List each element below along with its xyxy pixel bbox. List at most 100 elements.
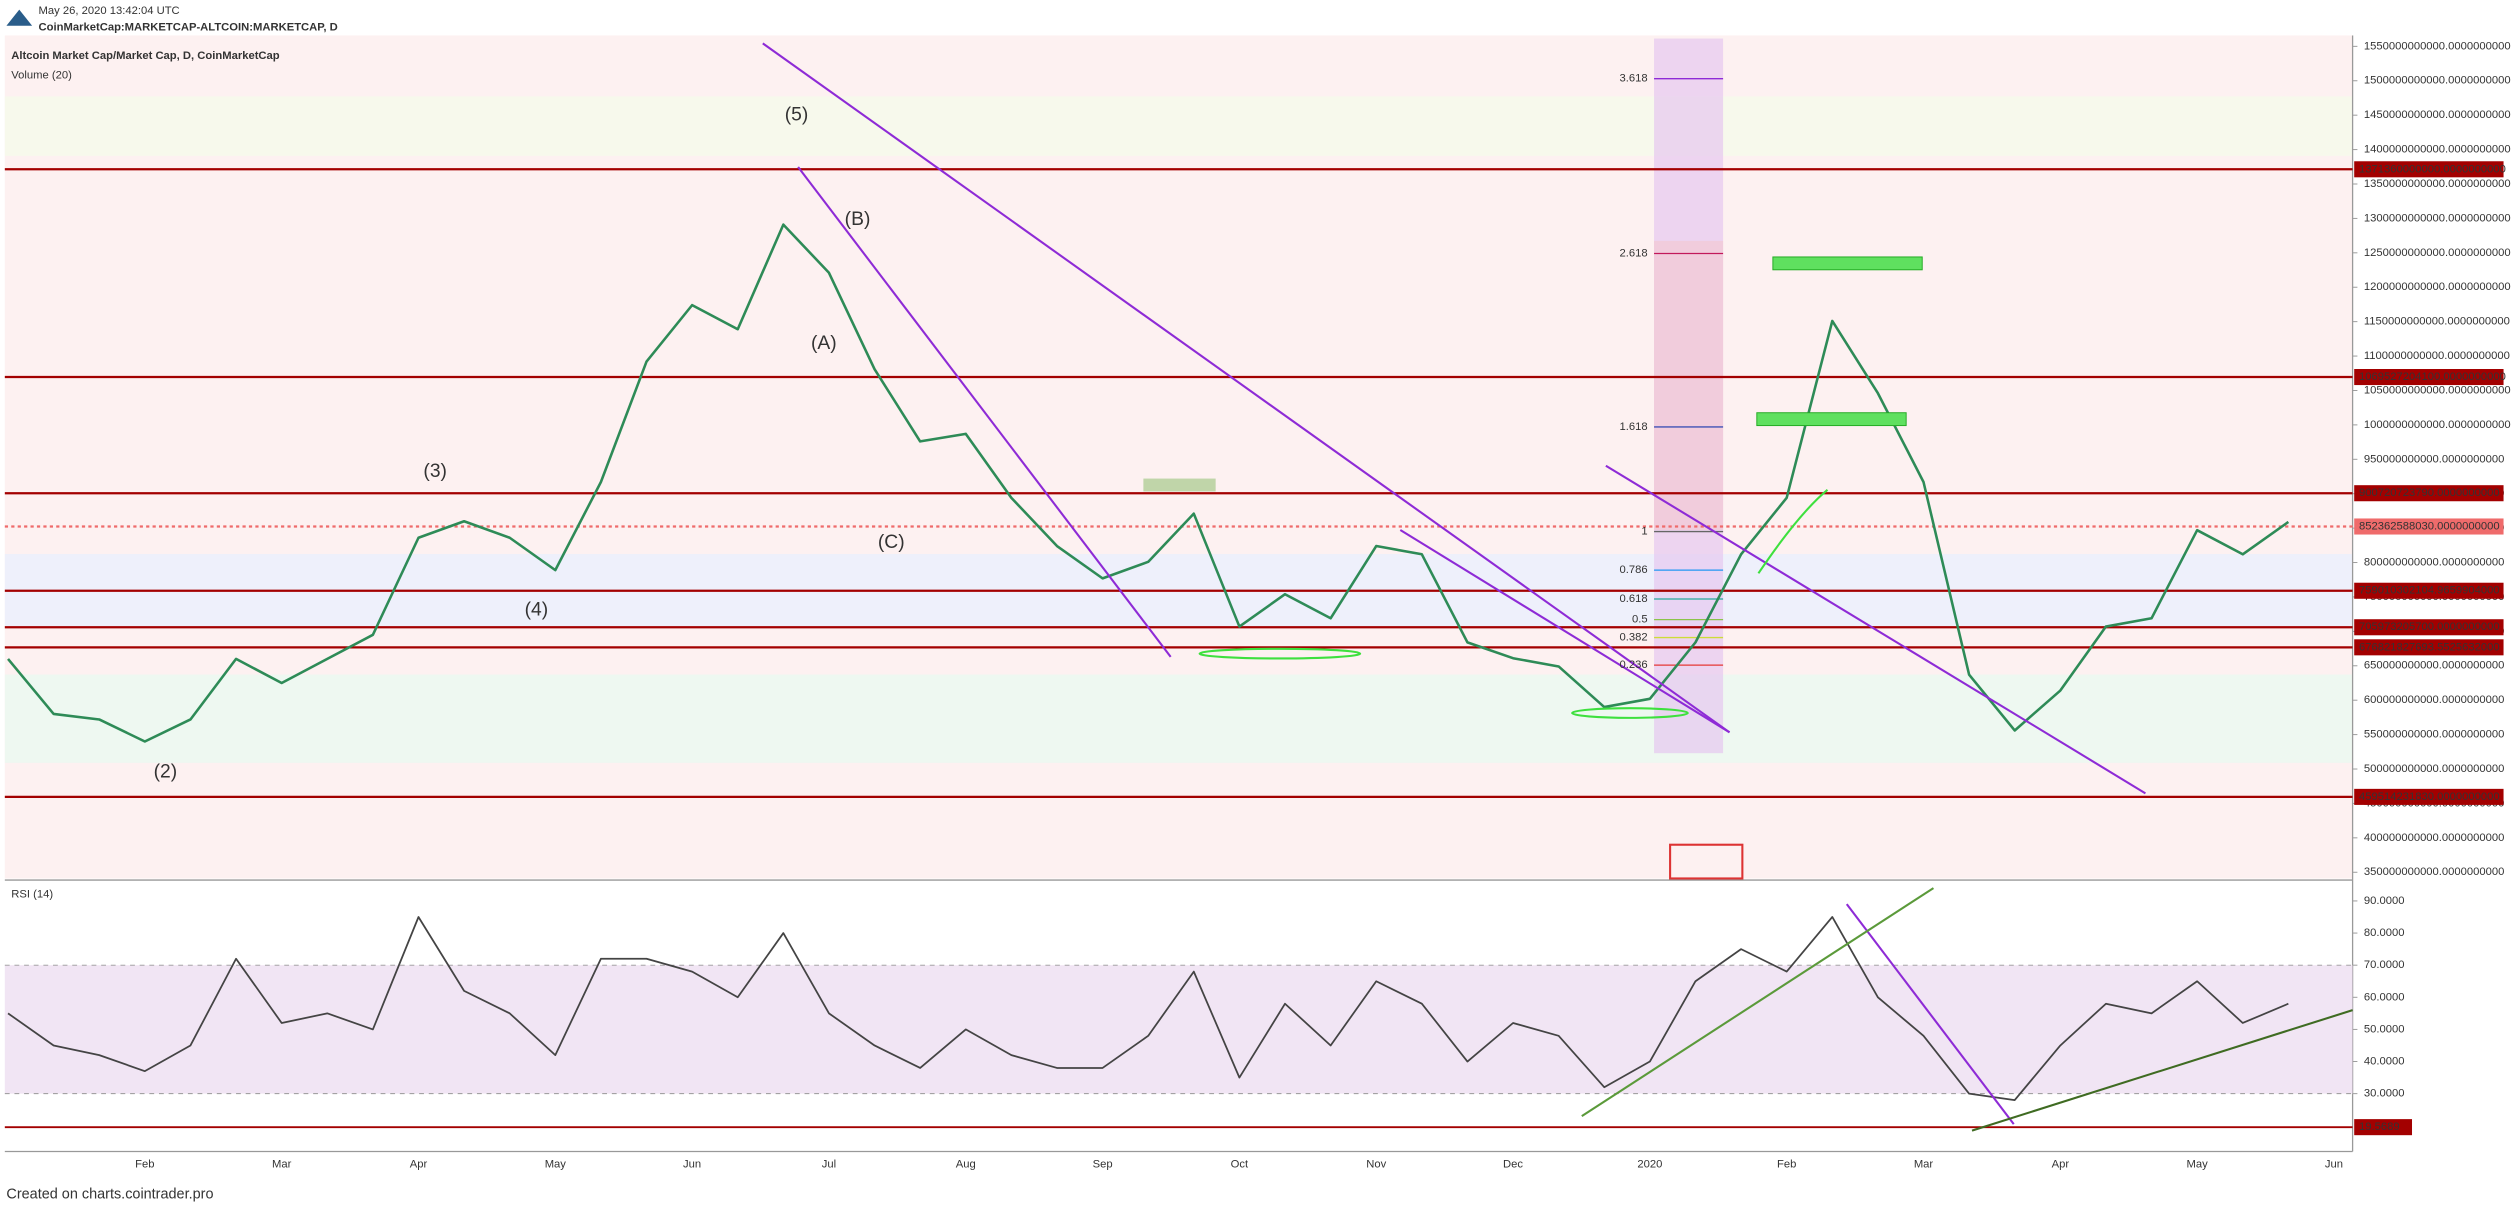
x-tick-label: Mar (1914, 1158, 1934, 1170)
labels: 350000000000.0000000000 400000000000.0000… (135, 40, 2510, 1170)
level-label: 900720723790.0000000000 (2359, 487, 2500, 499)
level-label: 759010302104.9659904000 (2359, 585, 2500, 597)
trendline (1605, 464, 2146, 795)
x-tick-label: Apr (410, 1158, 428, 1170)
y-tick-label: 1200000000000.0000000000 (2364, 281, 2511, 293)
level-label: 1371360000000.0000000000 (2359, 163, 2506, 175)
y-tick-label: 1300000000000.0000000000 (2364, 212, 2511, 224)
level-label: 1069527204100.0000000000 (2359, 371, 2506, 383)
level-label-box (2354, 369, 2504, 386)
x-tick-label: Oct (1231, 1158, 1249, 1170)
symbol: CoinMarketCap:MARKETCAP-ALTCOIN:MARKETCA… (39, 21, 338, 33)
fib-label: 3.618 (1619, 73, 1647, 85)
drawings (762, 42, 2353, 1132)
level-label-box (2354, 518, 2504, 535)
pane-title: Altcoin Market Cap/Market Cap, D, CoinMa… (11, 50, 280, 62)
y-tick-label: 1250000000000.0000000000 (2364, 247, 2511, 259)
x-tick-label: Dec (1503, 1158, 1523, 1170)
x-tick-label: Jun (683, 1158, 701, 1170)
y-tick-label: 500000000000.0000000000 (2364, 763, 2505, 775)
y-tick-label: 80.0000 (2364, 927, 2405, 939)
level-label-box (2354, 161, 2504, 178)
wave-label: (5) (785, 105, 809, 126)
y-tick-label: 1350000000000.0000000000 (2364, 178, 2511, 190)
y-tick-label: 30.0000 (2364, 1088, 2405, 1100)
x-tick-label: 2020 (1637, 1158, 1662, 1170)
volume-label: Volume (20) (11, 69, 72, 81)
wave-label: (B) (845, 209, 871, 230)
y-tick-label: 1050000000000.0000000000 (2364, 384, 2511, 396)
x-tick-label: Feb (1777, 1158, 1796, 1170)
y-tick-label: 1000000000000.0000000000 (2364, 419, 2511, 431)
trendline (762, 42, 1731, 734)
wave-label: (C) (878, 532, 905, 553)
y-tick-label: 1100000000000.0000000000 (2364, 350, 2510, 362)
x-tick-label: Jul (822, 1158, 836, 1170)
y-tick-label: 1400000000000.0000000000 (2364, 144, 2511, 156)
level-label: 676821827693.5525632000 (2359, 641, 2500, 653)
level-label-box (2354, 639, 2504, 656)
level-label-box (2354, 485, 2504, 502)
header-bar (0, 0, 2518, 36)
y-tick-label: 1450000000000.0000000000 (2364, 109, 2511, 121)
x-tick-label: Aug (956, 1158, 976, 1170)
level-label: 19.5689 (2359, 1121, 2400, 1133)
x-tick-label: May (2187, 1158, 2209, 1170)
x-tick-label: Sep (1093, 1158, 1113, 1170)
y-tick-label: 60.0000 (2364, 991, 2405, 1003)
wave-label: (A) (811, 333, 837, 354)
logo (6, 9, 33, 26)
x-tick-label: Feb (135, 1158, 154, 1170)
y-tick-label: 1150000000000.0000000000 (2364, 316, 2510, 328)
rsi-trendline (1581, 887, 1935, 1118)
wave-label: (4) (525, 599, 549, 620)
y-tick-label: 950000000000.0000000000 (2364, 453, 2505, 465)
timestamp: May 26, 2020 13:42:04 UTC (39, 5, 180, 17)
time-highlight (1654, 240, 1724, 530)
y-tick-label: 600000000000.0000000000 (2364, 694, 2505, 706)
y-tick-label: 350000000000.0000000000 (2364, 866, 2505, 878)
wave-label: (2) (154, 762, 178, 783)
fib-label: 0.786 (1619, 564, 1647, 576)
box (1669, 843, 1744, 880)
fib-label: 1.618 (1619, 421, 1647, 433)
level-label: 705973205700.0000000000 (2359, 621, 2500, 633)
x-tick-label: Nov (1366, 1158, 1386, 1170)
level-label: 852362588030.0000000000 (2359, 520, 2500, 532)
rsi-title: RSI (14) (11, 888, 53, 900)
level-label-box (2354, 1119, 2413, 1136)
x-tick-label: Mar (272, 1158, 292, 1170)
trendline (1399, 529, 1731, 734)
y-tick-label: 70.0000 (2364, 959, 2405, 971)
rsi-band (4, 965, 2353, 1094)
wave-label: (3) (423, 461, 447, 482)
zone (1756, 412, 1907, 427)
level-label-box (2354, 582, 2504, 599)
zone (1772, 256, 1923, 271)
support-ellipse (1198, 647, 1362, 660)
fib-label: 1 (1641, 526, 1647, 538)
y-tick-label: 400000000000.0000000000 (2364, 832, 2505, 844)
level-label: 459514231830.0000000000 (2359, 791, 2500, 803)
marks (4, 45, 2358, 1129)
rsi-trendline (1971, 1009, 2353, 1132)
y-tick-label: 550000000000.0000000000 (2364, 729, 2505, 741)
fib-label: 0.5 (1632, 614, 1648, 626)
band (4, 674, 2353, 763)
footer: Created on charts.cointrader.pro (6, 1187, 213, 1203)
arrow-curve (1757, 489, 1829, 574)
y-tick-label: 800000000000.0000000000 (2364, 557, 2505, 569)
band (4, 96, 2353, 156)
series-line (7, 916, 2289, 1101)
x-tick-label: May (545, 1158, 567, 1170)
y-tick-label: 90.0000 (2364, 895, 2405, 907)
x-tick-label: Apr (2052, 1158, 2070, 1170)
level-label-box (2354, 619, 2504, 636)
trendline (797, 166, 1172, 658)
rsi-trendline (1845, 903, 2015, 1125)
support-ellipse (1571, 707, 1689, 719)
y-tick-label: 40.0000 (2364, 1055, 2405, 1067)
y-tick-label: 650000000000.0000000000 (2364, 660, 2505, 672)
zone (1143, 478, 1216, 492)
